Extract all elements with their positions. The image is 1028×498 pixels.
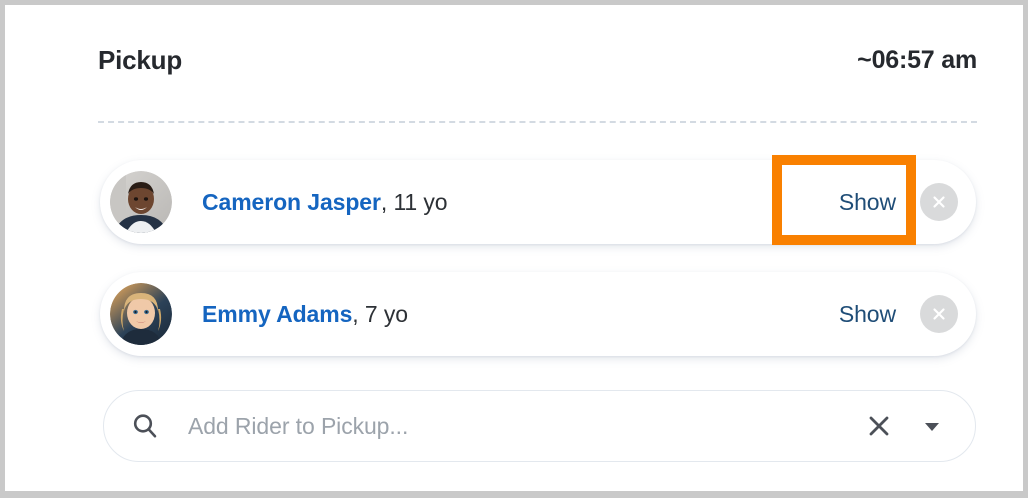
avatar-cameron-jasper — [110, 171, 172, 233]
row-actions: Show — [837, 295, 958, 333]
search-input[interactable] — [186, 411, 865, 441]
header-divider — [98, 121, 977, 123]
close-x-icon — [933, 196, 945, 208]
rider-name: Cameron Jasper — [202, 188, 381, 215]
rider-name: Emmy Adams — [202, 300, 353, 327]
row-actions: Show — [837, 183, 958, 221]
pickup-panel: Pickup ~06:57 am — [5, 5, 1023, 491]
clear-search-icon[interactable] — [865, 412, 893, 440]
pickup-time: ~06:57 am — [857, 45, 977, 74]
rider-age: , 7 yo — [352, 300, 408, 327]
show-button[interactable]: Show — [838, 188, 896, 215]
remove-rider-button[interactable] — [920, 295, 958, 333]
rider-list: Cameron Jasper, 11 yo Show — [100, 160, 976, 384]
rider-label: Emmy Adams, 7 yo — [202, 301, 837, 328]
rider-age: , 11 yo — [380, 188, 448, 215]
close-x-icon — [933, 308, 945, 320]
add-rider-search-bar[interactable] — [103, 390, 976, 462]
page-title: Pickup — [98, 44, 183, 75]
remove-rider-button[interactable] — [920, 183, 958, 221]
search-icon — [130, 411, 160, 441]
chevron-down-icon[interactable] — [921, 415, 943, 437]
avatar-emmy-adams — [110, 283, 172, 345]
panel-header: Pickup ~06:57 am — [98, 38, 977, 82]
rider-row[interactable]: Emmy Adams, 7 yo Show — [100, 272, 976, 356]
rider-row[interactable]: Cameron Jasper, 11 yo Show — [100, 160, 976, 244]
show-button[interactable]: Show — [838, 300, 896, 327]
rider-label: Cameron Jasper, 11 yo — [202, 189, 837, 216]
